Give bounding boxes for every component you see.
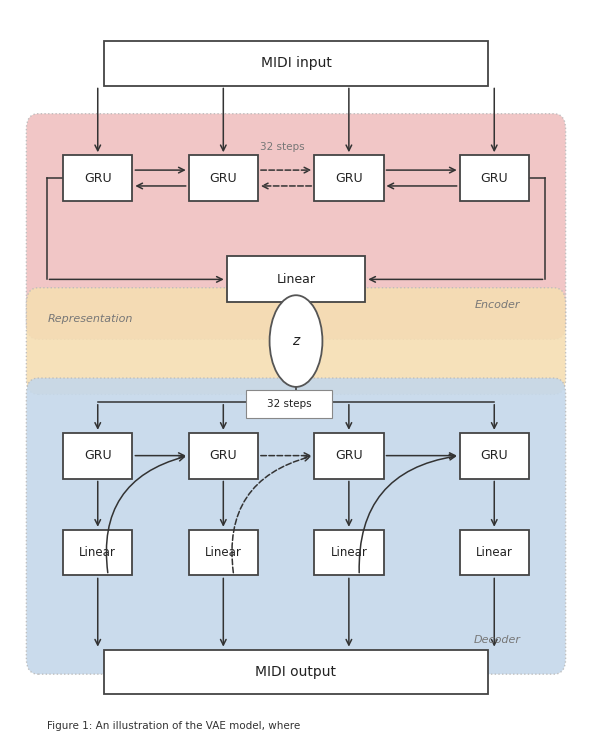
FancyArrowPatch shape xyxy=(346,405,352,428)
Text: Linear: Linear xyxy=(205,546,242,559)
Text: GRU: GRU xyxy=(481,172,508,184)
FancyArrowPatch shape xyxy=(261,167,310,173)
FancyBboxPatch shape xyxy=(189,433,258,478)
FancyBboxPatch shape xyxy=(314,155,384,201)
FancyArrowPatch shape xyxy=(49,277,222,282)
Text: GRU: GRU xyxy=(335,172,363,184)
FancyBboxPatch shape xyxy=(459,433,529,478)
Text: GRU: GRU xyxy=(210,449,237,462)
FancyArrowPatch shape xyxy=(95,405,101,428)
FancyBboxPatch shape xyxy=(459,155,529,201)
FancyArrowPatch shape xyxy=(387,167,455,173)
Text: GRU: GRU xyxy=(84,172,111,184)
FancyArrowPatch shape xyxy=(346,88,352,151)
FancyArrowPatch shape xyxy=(221,88,226,151)
FancyArrowPatch shape xyxy=(221,405,226,428)
FancyArrowPatch shape xyxy=(346,578,352,645)
FancyArrowPatch shape xyxy=(107,455,184,573)
FancyArrowPatch shape xyxy=(491,88,497,151)
FancyArrowPatch shape xyxy=(491,405,497,428)
Ellipse shape xyxy=(269,296,323,387)
Text: GRU: GRU xyxy=(210,172,237,184)
Text: Linear: Linear xyxy=(79,546,116,559)
FancyArrowPatch shape xyxy=(262,183,311,189)
FancyArrowPatch shape xyxy=(491,482,497,525)
Text: Figure 1: An illustration of the VAE model, where: Figure 1: An illustration of the VAE mod… xyxy=(47,722,301,731)
FancyBboxPatch shape xyxy=(104,650,488,694)
FancyArrowPatch shape xyxy=(388,183,457,189)
FancyArrowPatch shape xyxy=(95,578,101,645)
FancyBboxPatch shape xyxy=(459,530,529,575)
Text: MIDI input: MIDI input xyxy=(260,56,332,70)
Text: GRU: GRU xyxy=(84,449,111,462)
FancyBboxPatch shape xyxy=(27,288,565,394)
FancyBboxPatch shape xyxy=(189,530,258,575)
FancyArrowPatch shape xyxy=(387,453,455,458)
FancyArrowPatch shape xyxy=(491,578,497,645)
FancyArrowPatch shape xyxy=(95,88,101,151)
FancyBboxPatch shape xyxy=(246,389,332,418)
FancyBboxPatch shape xyxy=(314,530,384,575)
FancyArrowPatch shape xyxy=(232,455,310,573)
Text: 32 steps: 32 steps xyxy=(267,399,312,409)
FancyBboxPatch shape xyxy=(104,41,488,86)
FancyBboxPatch shape xyxy=(63,530,133,575)
FancyArrowPatch shape xyxy=(221,578,226,645)
Text: z: z xyxy=(292,334,300,348)
FancyArrowPatch shape xyxy=(137,183,186,189)
FancyBboxPatch shape xyxy=(63,155,133,201)
Text: 32 steps: 32 steps xyxy=(260,142,305,152)
Text: Encoder: Encoder xyxy=(475,300,521,310)
FancyArrowPatch shape xyxy=(346,482,352,525)
Text: GRU: GRU xyxy=(335,449,363,462)
FancyArrowPatch shape xyxy=(261,453,310,458)
Text: MIDI output: MIDI output xyxy=(256,664,336,679)
Text: Representation: Representation xyxy=(48,314,134,324)
FancyBboxPatch shape xyxy=(314,433,384,478)
FancyArrowPatch shape xyxy=(135,453,184,458)
Text: Linear: Linear xyxy=(476,546,513,559)
FancyBboxPatch shape xyxy=(63,433,133,478)
Text: Linear: Linear xyxy=(330,546,367,559)
Text: GRU: GRU xyxy=(481,449,508,462)
FancyArrowPatch shape xyxy=(135,167,184,173)
FancyBboxPatch shape xyxy=(27,114,565,339)
Text: Linear: Linear xyxy=(276,273,316,286)
FancyBboxPatch shape xyxy=(189,155,258,201)
FancyArrowPatch shape xyxy=(359,454,455,573)
FancyBboxPatch shape xyxy=(27,378,565,674)
FancyArrowPatch shape xyxy=(293,299,299,305)
Text: Decoder: Decoder xyxy=(474,635,521,645)
FancyArrowPatch shape xyxy=(95,482,101,525)
FancyArrowPatch shape xyxy=(221,482,226,525)
FancyBboxPatch shape xyxy=(227,256,365,302)
FancyArrowPatch shape xyxy=(370,277,543,282)
